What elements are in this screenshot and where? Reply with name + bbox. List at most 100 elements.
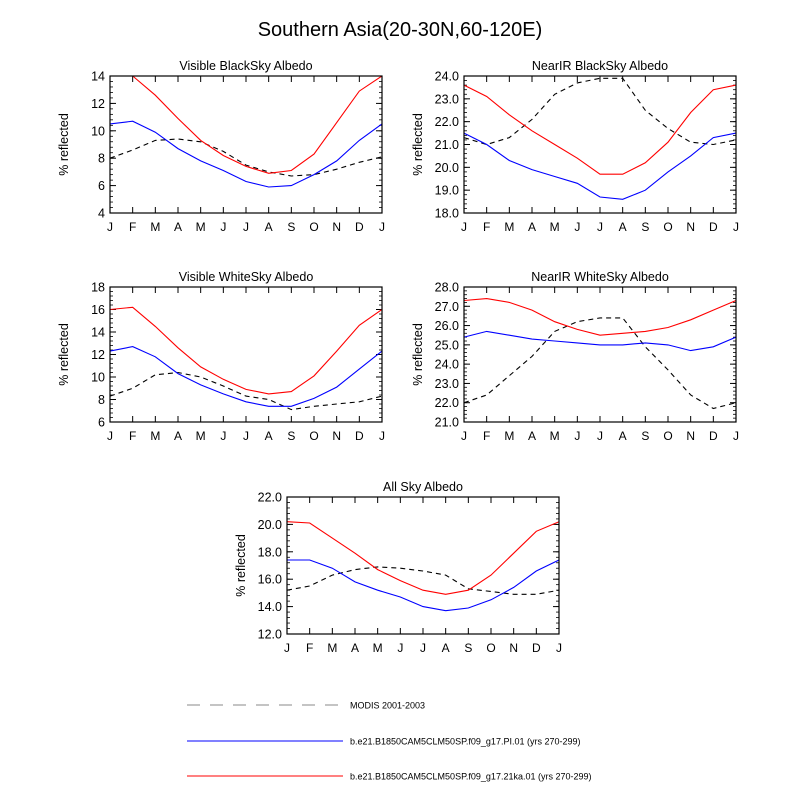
series-line [463, 84, 737, 175]
series-line-modis [109, 371, 383, 411]
series-line-modis [463, 317, 737, 410]
x-tick-label: S [464, 641, 472, 655]
x-tick-label: O [309, 220, 318, 234]
plot-frame [463, 75, 737, 214]
x-tick-label: M [550, 220, 560, 234]
x-tick-label: J [243, 220, 249, 234]
y-tick-label: 18 [91, 281, 105, 295]
x-tick-label: J [220, 220, 226, 234]
y-axis-label: % reflected [57, 113, 71, 176]
x-tick-label: S [287, 429, 295, 443]
y-axis-label: % reflected [411, 113, 425, 176]
y-tick-label: 22.0 [258, 491, 282, 505]
y-tick-label: 26.0 [435, 319, 459, 333]
legend-label: b.e21.B1850CAM5CLM50SP.f09_g17.PI.01 (yr… [350, 737, 580, 747]
legend-entry: b.e21.B1850CAM5CLM50SP.f09_g17.21ka.01 (… [187, 772, 592, 782]
x-tick-label: M [196, 220, 206, 234]
y-tick-label: 21.0 [435, 416, 459, 430]
x-tick-label: D [355, 220, 364, 234]
x-tick-label: J [379, 429, 385, 443]
plot-frame [286, 496, 560, 635]
x-tick-label: F [306, 641, 313, 655]
series-line [463, 298, 737, 336]
y-tick-label: 20.0 [258, 518, 282, 532]
x-tick-label: F [129, 220, 136, 234]
y-tick-label: 24.0 [435, 358, 459, 372]
x-tick-label: S [641, 429, 649, 443]
chart-title: NearIR WhiteSky Albedo [531, 270, 669, 284]
chart-panel: Visible WhiteSky Albedo % reflected 6 8 10 12… [57, 270, 385, 443]
x-tick-label: J [461, 220, 467, 234]
x-tick-label: F [483, 429, 490, 443]
y-tick-label: 14 [91, 70, 105, 84]
x-tick-label: A [174, 429, 182, 443]
y-tick-label: 14.0 [258, 600, 282, 614]
x-tick-label: O [486, 641, 495, 655]
legend: MODIS 2001-2003 b.e21.B1850CAM5CLM50SP.f0… [187, 701, 592, 782]
series-line-modis [286, 566, 560, 595]
y-axis-label: % reflected [411, 323, 425, 386]
x-tick-label: J [597, 429, 603, 443]
x-tick-label: J [107, 429, 113, 443]
y-tick-label: 25.0 [435, 338, 459, 352]
legend-label: b.e21.B1850CAM5CLM50SP.f09_g17.21ka.01 (… [350, 772, 592, 782]
series-line [286, 521, 560, 595]
x-tick-label: N [509, 641, 518, 655]
y-tick-label: 12.0 [258, 628, 282, 642]
x-tick-label: D [355, 429, 364, 443]
series-line [109, 346, 383, 407]
plot-frame [109, 286, 383, 423]
x-tick-label: J [420, 641, 426, 655]
x-tick-label: A [265, 220, 273, 234]
x-tick-label: N [686, 429, 695, 443]
x-tick-label: J [243, 429, 249, 443]
x-tick-label: F [483, 220, 490, 234]
y-tick-label: 14 [91, 326, 105, 340]
x-tick-label: M [373, 641, 383, 655]
y-tick-label: 23.0 [435, 92, 459, 106]
y-tick-label: 20.0 [435, 161, 459, 175]
series-line [463, 330, 737, 352]
y-tick-label: 22.0 [435, 115, 459, 129]
x-tick-label: J [733, 220, 739, 234]
x-tick-label: J [556, 641, 562, 655]
x-tick-label: F [129, 429, 136, 443]
plot-frame [109, 75, 383, 214]
y-tick-label: 27.0 [435, 300, 459, 314]
x-tick-label: D [532, 641, 541, 655]
x-tick-label: A [174, 220, 182, 234]
y-tick-label: 19.0 [435, 184, 459, 198]
figure-title: Southern Asia(20-30N,60-120E) [258, 19, 543, 41]
series-line-modis [463, 77, 737, 146]
chart-panels: Visible BlackSky Albedo % reflected 4 6 8 10 1… [57, 59, 739, 655]
chart-title: All Sky Albedo [383, 480, 463, 494]
y-tick-label: 24.0 [435, 70, 459, 84]
x-tick-label: M [504, 429, 514, 443]
x-tick-label: O [663, 220, 672, 234]
x-tick-label: J [733, 429, 739, 443]
x-tick-label: J [220, 429, 226, 443]
y-tick-label: 28.0 [435, 281, 459, 295]
x-tick-label: N [332, 220, 341, 234]
x-tick-label: J [284, 641, 290, 655]
chart-panel: Visible BlackSky Albedo % reflected 4 6 8 10 1… [57, 59, 385, 234]
x-tick-label: N [686, 220, 695, 234]
x-tick-label: A [265, 429, 273, 443]
x-tick-label: M [504, 220, 514, 234]
x-tick-label: J [597, 220, 603, 234]
chart-panel: All Sky Albedo % reflected 12.0 14.0 16.0 18.… [234, 480, 562, 655]
x-tick-label: S [641, 220, 649, 234]
x-tick-label: A [619, 429, 627, 443]
y-tick-label: 12 [91, 348, 105, 362]
y-tick-label: 8 [98, 393, 105, 407]
x-tick-label: D [709, 220, 718, 234]
plot-frame [463, 286, 737, 423]
y-axis-label: % reflected [57, 323, 71, 386]
y-tick-label: 18.0 [258, 545, 282, 559]
y-tick-label: 16.0 [258, 573, 282, 587]
y-tick-label: 6 [98, 416, 105, 430]
chart-title: Visible BlackSky Albedo [179, 59, 312, 73]
y-tick-label: 12 [91, 97, 105, 111]
x-tick-label: O [663, 429, 672, 443]
x-tick-label: J [574, 429, 580, 443]
